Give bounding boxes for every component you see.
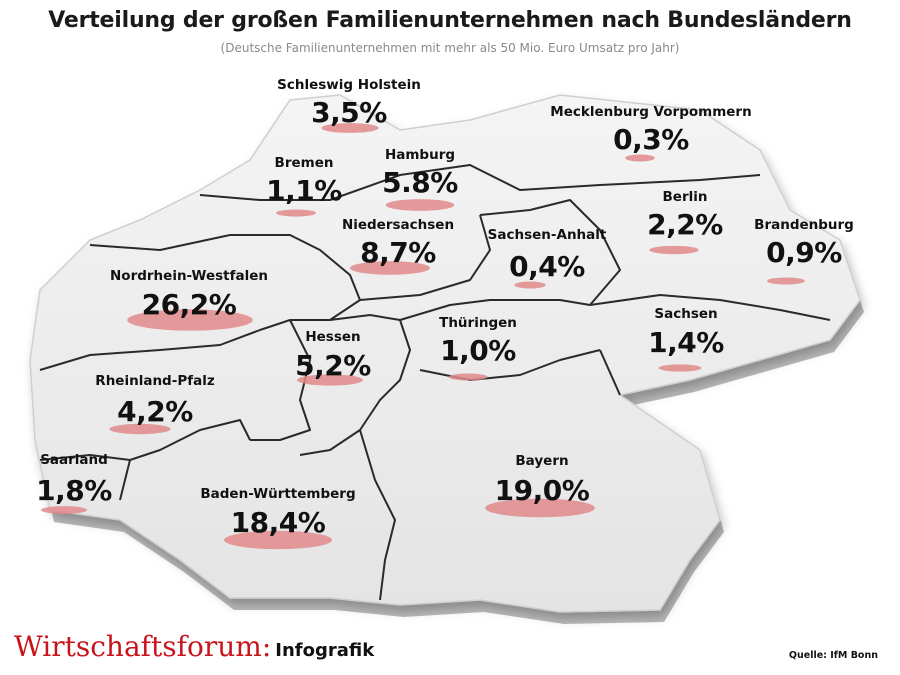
share-bubble-hb bbox=[275, 209, 317, 217]
region-label-be: Berlin bbox=[662, 189, 708, 205]
state-borders bbox=[39, 164, 831, 601]
share-bubble-bb bbox=[767, 277, 805, 285]
region-value-sl: 1,8% bbox=[36, 474, 112, 507]
region-label-th: Thüringen bbox=[439, 315, 517, 331]
share-bubble-by bbox=[485, 498, 595, 518]
share-bubble-he bbox=[297, 374, 363, 386]
region-label-bb: Brandenburg bbox=[754, 217, 854, 233]
region-value-hb: 1,1% bbox=[266, 174, 342, 207]
share-bubble-hh bbox=[385, 199, 455, 211]
region-value-by: 19,0% bbox=[494, 474, 590, 507]
region-value-sn: 1,4% bbox=[648, 326, 724, 359]
share-bubble-sh bbox=[321, 123, 379, 133]
region-label-hh: Hamburg bbox=[384, 147, 456, 163]
region-value-be: 2,2% bbox=[647, 208, 723, 241]
region-label-st: Sachsen-Anhalt bbox=[487, 227, 607, 243]
region-value-mv: 0,3% bbox=[613, 123, 689, 156]
brand-suffix: Infografik bbox=[275, 640, 375, 661]
share-bubble-st bbox=[514, 281, 546, 289]
region-value-bb: 0,9% bbox=[766, 236, 842, 269]
source-note: Quelle: IfM Bonn bbox=[788, 650, 878, 661]
share-bubble-sn bbox=[658, 364, 702, 372]
region-label-sn: Sachsen bbox=[654, 306, 718, 322]
region-value-hh: 5.8% bbox=[382, 166, 458, 199]
region-label-by: Bayern bbox=[515, 453, 569, 469]
share-bubble-be bbox=[649, 245, 699, 255]
share-bubble-th bbox=[448, 373, 488, 381]
region-label-sl: Saarland bbox=[40, 452, 108, 468]
region-value-st: 0,4% bbox=[509, 250, 585, 283]
map-surface bbox=[29, 94, 861, 613]
region-value-sh: 3,5% bbox=[311, 96, 387, 129]
region-value-he: 5,2% bbox=[295, 349, 371, 382]
share-bubble-nw bbox=[127, 309, 253, 331]
brand-logo: Wirtschaftsforum: Infografik bbox=[14, 630, 374, 663]
region-label-hb: Bremen bbox=[274, 155, 334, 171]
region-label-sh: Schleswig Holstein bbox=[277, 77, 421, 93]
share-bubbles bbox=[40, 123, 805, 550]
region-label-nw: Nordrhein-Westfalen bbox=[110, 268, 268, 284]
share-bubble-mv bbox=[625, 154, 655, 162]
share-bubble-rp bbox=[109, 423, 171, 435]
region-value-th: 1,0% bbox=[440, 334, 516, 367]
share-bubble-sl bbox=[40, 506, 88, 514]
brand-name: Wirtschaftsforum: bbox=[14, 630, 272, 663]
region-value-rp: 4,2% bbox=[117, 395, 193, 428]
region-label-rp: Rheinland-Pfalz bbox=[95, 373, 215, 389]
share-bubble-bw bbox=[223, 530, 333, 550]
region-label-mv: Mecklenburg Vorpommern bbox=[550, 104, 752, 120]
region-value-ni: 8,7% bbox=[360, 236, 436, 269]
infographic-title: Verteilung der großen Familienunternehme… bbox=[48, 8, 852, 33]
infographic-subtitle: (Deutsche Familienunternehmen mit mehr a… bbox=[220, 41, 680, 55]
region-value-nw: 26,2% bbox=[141, 288, 237, 321]
share-bubble-ni bbox=[350, 261, 430, 275]
region-label-he: Hessen bbox=[305, 329, 361, 345]
region-label-ni: Niedersachsen bbox=[341, 217, 455, 233]
region-value-bw: 18,4% bbox=[230, 506, 326, 539]
region-label-bw: Baden-Württemberg bbox=[200, 486, 356, 502]
